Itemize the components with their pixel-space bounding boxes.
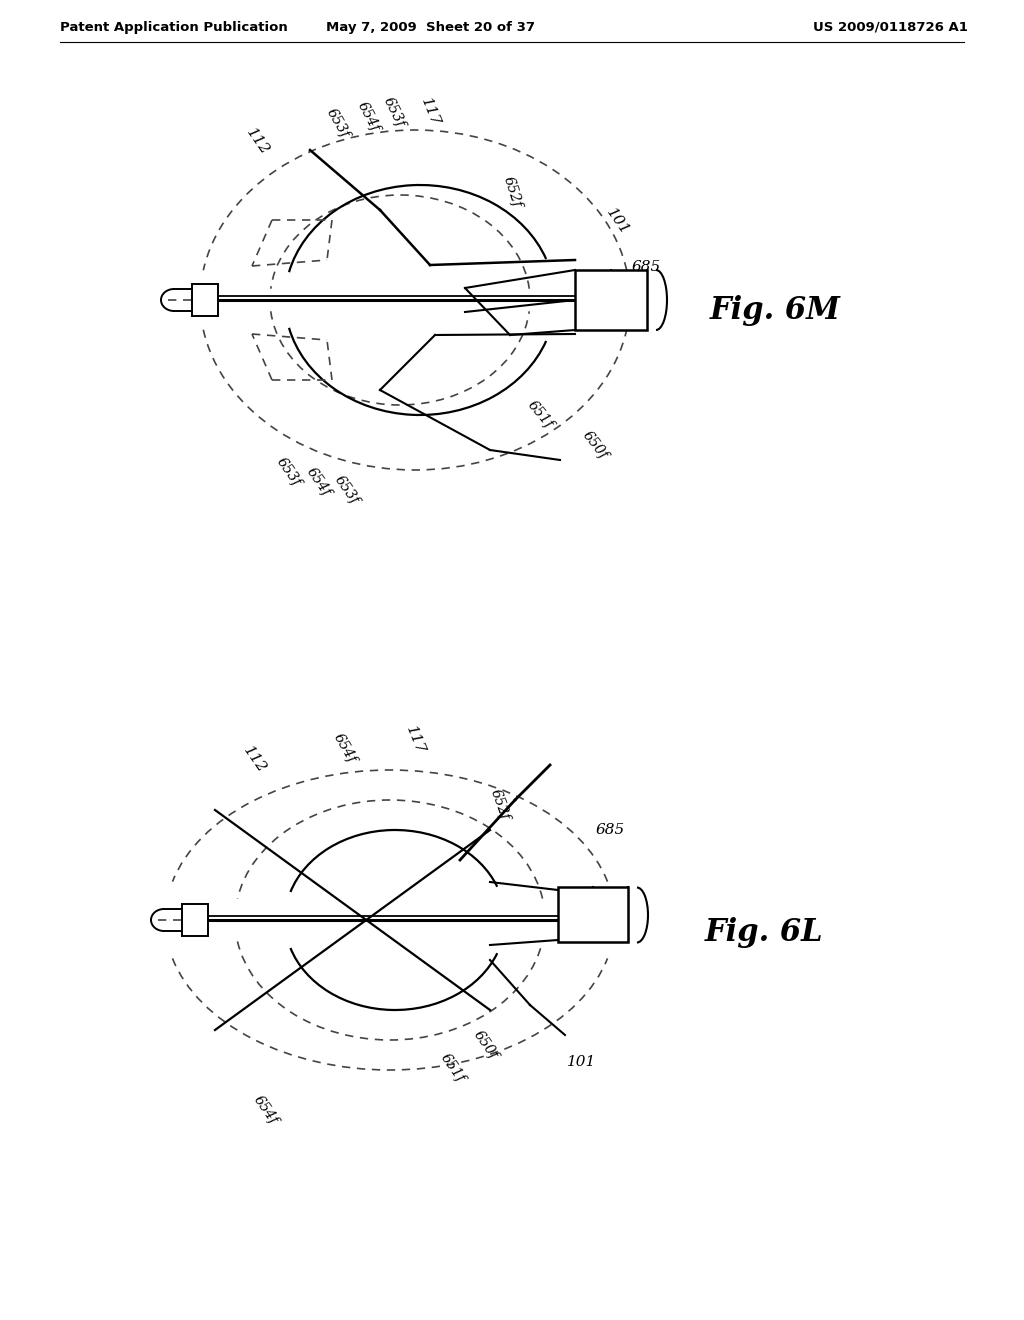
Text: US 2009/0118726 A1: US 2009/0118726 A1 <box>813 21 968 33</box>
Text: Fig. 6M: Fig. 6M <box>710 294 841 326</box>
Text: 650f: 650f <box>470 1028 500 1063</box>
Text: 654f: 654f <box>331 731 359 766</box>
Text: 651f: 651f <box>437 1051 467 1085</box>
Text: 685: 685 <box>632 260 660 275</box>
Bar <box>575 271 647 330</box>
Bar <box>193 284 218 315</box>
Text: 117: 117 <box>403 723 427 756</box>
Text: 685: 685 <box>595 822 625 837</box>
Text: 654f: 654f <box>303 465 333 499</box>
Text: 101: 101 <box>604 206 632 238</box>
Text: Fig. 6L: Fig. 6L <box>705 916 823 948</box>
Text: 650f: 650f <box>580 428 610 462</box>
Text: 654f: 654f <box>250 1093 280 1127</box>
Text: 101: 101 <box>567 1055 597 1069</box>
Text: 112: 112 <box>244 125 272 158</box>
Bar <box>558 887 628 942</box>
Bar <box>182 904 208 936</box>
Text: 651f: 651f <box>524 399 556 432</box>
Text: Patent Application Publication: Patent Application Publication <box>60 21 288 33</box>
Text: 652f: 652f <box>501 174 523 210</box>
Text: 654f: 654f <box>354 100 382 135</box>
Text: 112: 112 <box>241 744 269 776</box>
Text: 653f: 653f <box>381 95 408 129</box>
Text: 653f: 653f <box>331 473 360 507</box>
Text: 653f: 653f <box>273 455 303 488</box>
Text: 117: 117 <box>418 96 442 128</box>
Text: 653f: 653f <box>324 106 352 140</box>
Text: 652f: 652f <box>488 788 512 822</box>
Text: May 7, 2009  Sheet 20 of 37: May 7, 2009 Sheet 20 of 37 <box>326 21 535 33</box>
